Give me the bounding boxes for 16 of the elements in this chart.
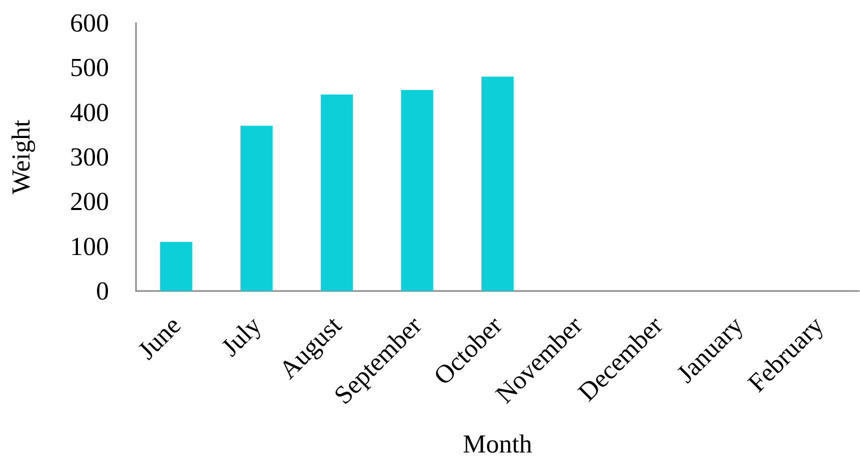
x-tick-label: July — [216, 310, 267, 362]
bar — [320, 94, 353, 291]
y-tick-label: 0 — [96, 276, 109, 306]
y-axis-title: Weight — [6, 119, 36, 194]
y-tick-label: 400 — [70, 98, 109, 127]
bar — [160, 242, 192, 291]
y-tick-label: 500 — [70, 53, 109, 82]
y-tick-label: 100 — [70, 232, 109, 261]
y-tick-label: 200 — [70, 187, 109, 216]
x-axis-title: Month — [462, 430, 532, 458]
y-tick-label: 300 — [70, 142, 109, 172]
bar — [401, 90, 434, 291]
bar — [481, 76, 514, 291]
y-tick-label: 600 — [70, 8, 109, 38]
x-tick-label: June — [132, 310, 186, 365]
bar — [240, 126, 273, 291]
